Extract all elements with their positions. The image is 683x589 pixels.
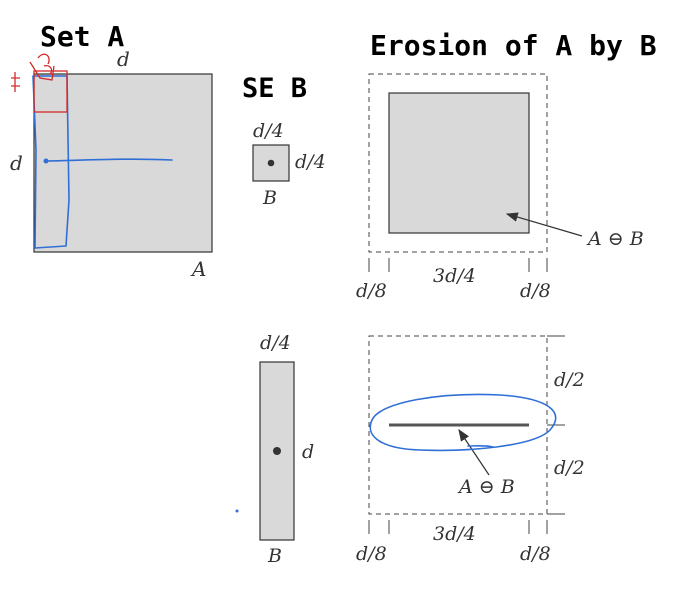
hand-drawn-dot (43, 158, 49, 164)
se-square-side-label: d/4 (295, 151, 326, 173)
erosion-bottom-dim-lower: d/2 (554, 457, 585, 479)
se-bar-origin (273, 447, 281, 455)
hand-drawn-red-box (33, 70, 68, 113)
set-a-side-label: d (10, 151, 23, 175)
erosion-top-result-label: A ⊖ B (586, 228, 644, 250)
se-bar-side-label: d (302, 441, 314, 463)
erosion-top-figure: A ⊖ B d/8 3d/4 d/8 (356, 73, 644, 302)
erosion-top-dim-left: d/8 (356, 280, 387, 302)
erosion-bottom-arrow (458, 429, 490, 476)
erosion-bottom-dim-upper: d/2 (554, 369, 585, 391)
set-a-figure: d d A (10, 47, 213, 281)
erosion-top-dim-mid: 3d/4 (433, 265, 476, 287)
hand-drawn-red-scribbles (11, 53, 55, 92)
se-square-bottom-label: B (262, 187, 277, 209)
erosion-bottom-original-outline (368, 335, 548, 515)
heading-se-b: SE B (242, 73, 307, 104)
set-a-top-label: d (117, 47, 130, 71)
se-square-origin (267, 159, 275, 167)
erosion-bottom-dim-mid: 3d/4 (433, 523, 476, 545)
erosion-bottom-dim-left: d/8 (356, 543, 387, 565)
set-a-corner-label: A (190, 257, 206, 281)
erosion-top-dim-right: d/8 (520, 280, 551, 302)
erosion-bottom-figure: A ⊖ B d/2 d/2 d/8 3d/4 d/8 (356, 335, 585, 565)
se-square-figure: d/4 d/4 B (252, 120, 326, 209)
erosion-top-original-outline (368, 73, 548, 253)
hand-drawn-horizontal-line (45, 158, 173, 162)
se-bar-figure: d/4 d B (259, 332, 314, 567)
erosion-top-arrow (505, 212, 583, 237)
set-a-square (33, 73, 213, 253)
heading-set-a: Set A (40, 20, 124, 53)
hand-drawn-underline (467, 444, 494, 448)
se-bar-top-label: d/4 (260, 332, 291, 354)
se-bar-bottom-label: B (267, 545, 282, 567)
hand-drawn-ellipse (369, 393, 557, 452)
erosion-top-result (388, 92, 530, 234)
heading-erosion: Erosion of A by B (370, 29, 657, 62)
se-square-top-label: d/4 (253, 120, 284, 142)
erosion-bottom-result-label: A ⊖ B (457, 476, 515, 498)
erosion-bottom-dim-right: d/8 (520, 543, 551, 565)
stray-ink-dot (235, 509, 239, 513)
